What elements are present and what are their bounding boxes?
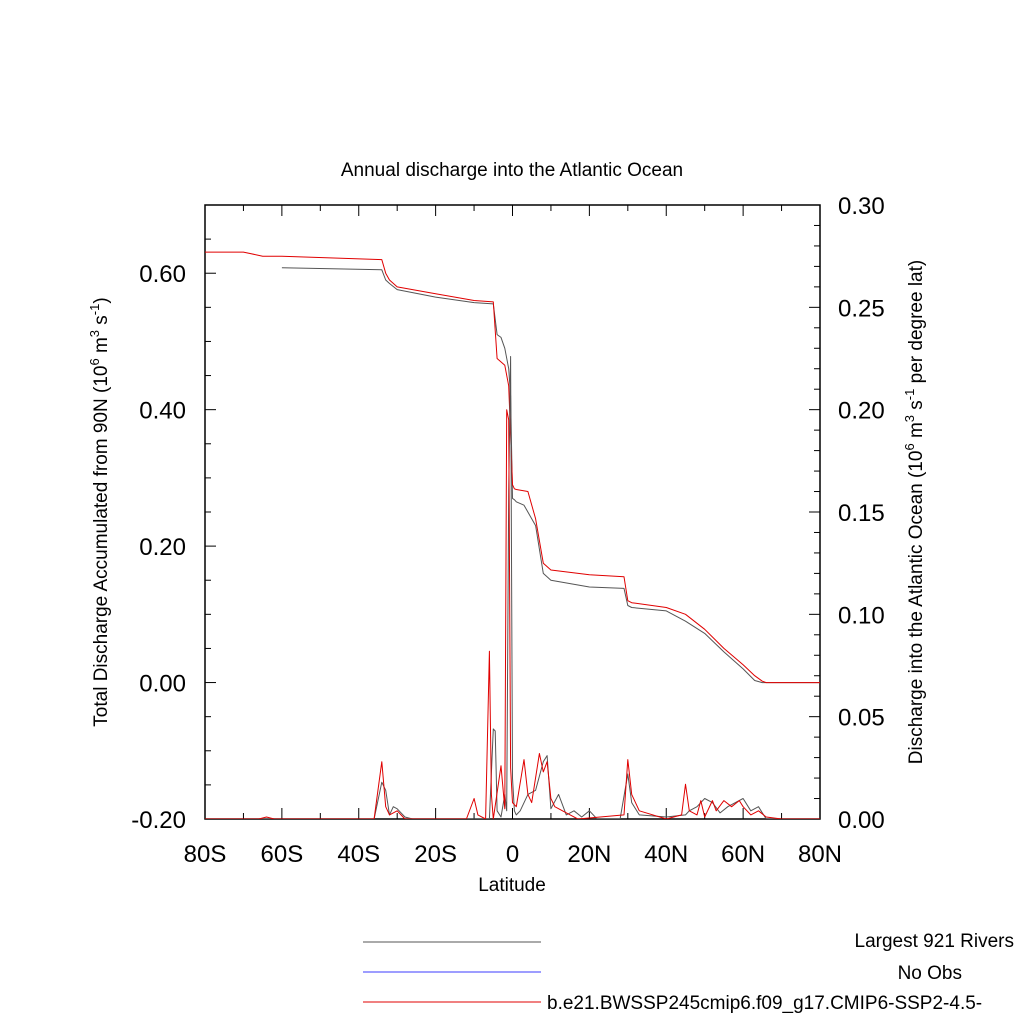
x-tick-label: 20S <box>414 841 457 868</box>
x-tick-label: 80S <box>184 841 227 868</box>
legend-label-ssp245: b.e21.BWSSP245cmip6.f09_g17.CMIP6-SSP2-4… <box>547 993 982 1014</box>
y-left-axis-label: Total Discharge Accumulated from 90N (10… <box>87 297 112 726</box>
x-tick-label: 80N <box>798 841 842 868</box>
y-left-tick-label: 0.40 <box>139 398 186 425</box>
series-line-accumulated-2 <box>205 251 820 684</box>
legend-label-no-obs: No Obs <box>898 963 962 984</box>
y-right-tick-label: 0.10 <box>838 602 885 629</box>
y-right-tick-label: 0.20 <box>838 398 885 425</box>
x-tick-labels: 80S 60S 40S 20S 0 20N 40N 60N 80N <box>184 841 842 868</box>
y-right-tick-label: 0.30 <box>838 193 885 220</box>
series-lines <box>205 251 820 819</box>
series-line-accumulated-0 <box>281 267 820 684</box>
x-tick-label: 40N <box>644 841 688 868</box>
axis-ticks <box>204 204 821 820</box>
x-axis-label: Latitude <box>478 875 546 896</box>
chart-title: Annual discharge into the Atlantic Ocean <box>341 160 683 181</box>
y-left-tick-labels: -0.20 0.00 0.20 0.40 0.60 <box>131 261 186 834</box>
y-right-axis-label: Discharge into the Atlantic Ocean (106 m… <box>902 260 927 764</box>
legend: Largest 921 Rivers No Obs b.e21.BWSSP245… <box>363 931 1014 1014</box>
legend-label-largest-rivers: Largest 921 Rivers <box>855 931 1014 952</box>
y-left-tick-label: 0.20 <box>139 534 186 561</box>
y-right-tick-labels: 0.00 0.05 0.10 0.15 0.20 0.25 0.30 <box>838 193 885 834</box>
series-line-per-degree-3 <box>205 356 820 819</box>
y-left-tick-label: 0.00 <box>139 671 186 698</box>
y-left-tick-label: 0.60 <box>139 261 186 288</box>
y-left-tick-label: -0.20 <box>131 807 186 834</box>
y-right-tick-label: 0.15 <box>838 500 885 527</box>
x-tick-label: 60N <box>721 841 765 868</box>
x-tick-label: 60S <box>261 841 304 868</box>
series-line-per-degree-4 <box>205 409 820 819</box>
y-right-tick-label: 0.05 <box>838 705 885 732</box>
x-tick-label: 20N <box>567 841 611 868</box>
y-right-tick-label: 0.00 <box>838 807 885 834</box>
x-tick-label: 40S <box>337 841 380 868</box>
y-right-tick-label: 0.25 <box>838 295 885 322</box>
x-tick-label: 0 <box>506 841 519 868</box>
